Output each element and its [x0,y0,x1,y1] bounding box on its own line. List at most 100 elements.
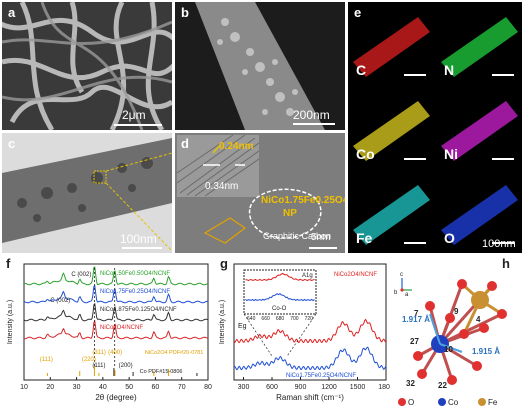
xrd-series-label: NiCo1.50Fe0.50O4/NCNF [100,271,170,277]
panel-a-scale-text: 2μm [122,108,146,122]
panel-a-label: a [8,5,16,20]
lattice-spacing-2: 0.34nm [205,181,239,192]
panel-b-scalebar [293,123,335,125]
legend-swatch [398,398,406,406]
panel-c-scale-text: 100nm [120,232,157,246]
xrd-peak-400: (400) [108,350,122,356]
eds-scalebar [404,74,426,76]
xrd-series-label: NiCo1.75Fe0.25O4/NCNF [100,289,170,295]
hrtem-image [175,133,345,253]
panel-g-label: g [220,256,228,271]
atom-index: 32 [406,379,415,388]
iron-atom [471,291,489,309]
oxygen-atom [487,281,497,291]
eds-element-label: O [444,230,455,246]
xrd-xtick-label: 60 [152,384,160,391]
raman-series-label: NiCo1.75Fe0.25O4/NCNF [286,373,356,379]
raman-eg-label: Eg [238,323,247,330]
legend-label: O [408,398,414,407]
eds-scalebar [492,242,514,244]
eds-map-fe: Fe [348,170,434,252]
eds-element-label: Co [356,146,375,162]
raman-inset-frame [243,269,317,315]
xrd-peak-c002: C (002) [71,272,91,278]
panel-e-eds-maps: e C N Co Ni Fe O 100nm [348,2,522,253]
panel-g-raman: g 300 600 900 1200 1500 1800 Raman shift (cm⁻¹… [216,256,390,410]
raman-xtick-label: 600 [266,384,278,391]
xrd-xtick-label: 70 [178,384,186,391]
oxygen-atom [479,323,489,333]
inset-a1g-label: A1g [302,273,313,279]
xrd-xtick-label: 80 [204,384,212,391]
eds-scalebar [492,158,514,160]
panel-d-hrtem: d 0.24nm 0.34nm NiCo1.75Fe0.25O4 NP Grap… [175,133,345,253]
raman-series-label: NiCo2O4/NCNF [334,272,377,278]
eds-map-n: N [436,2,522,84]
bond-length-2: 1.915 Å [472,347,500,356]
lattice-spacing-1: 0.24nm [219,141,254,152]
panel-c-scalebar [122,247,162,249]
atom-index: 7 [414,309,419,318]
panel-c-tem: c 100nm [2,133,172,253]
panel-b-scale-text: 200nm [293,108,330,122]
inset-coo-label: Co-O [272,306,287,312]
panel-a-sem: a 2μm [2,2,172,130]
xrd-peak-111: (111) [40,357,53,363]
xrd-peak-c002: C (002) [50,298,70,304]
oxygen-atom [417,369,427,379]
eds-map-ni: Ni [436,86,522,168]
legend-label: Co [448,398,459,407]
panel-d-scalebar [309,247,337,249]
xrd-ylabel: Intensity (a.u.) [7,300,14,344]
inset-series-line [245,272,315,282]
inset-series-line [245,292,315,302]
eds-map-c: C [348,2,434,84]
panel-h-structure: h 1.917 Å 1.915 Å 4 27 10 32 22 7 9 c b a O Co Fe [392,256,522,410]
panel-a-scalebar [114,124,162,126]
oxygen-atom [413,351,423,361]
inset-xtick-label: 660 [261,316,270,322]
eds-scalebar [404,158,426,160]
panel-b-sem: b 200nm [175,2,345,130]
panel-e-scale-text: 100nm [482,238,516,250]
eds-element-label: C [356,62,367,78]
panel-c-label: c [8,136,16,151]
eds-element-label: Ni [444,146,458,162]
xrd-peak-311: (311) [92,350,106,356]
eds-scalebar [404,242,426,244]
raman-ylabel: Intensity (a.u.) [219,300,226,344]
raman-chart: 300 600 900 1200 1500 1800 Raman shift (cm⁻¹) I… [219,263,390,402]
raman-xlabel: Raman shift (cm⁻¹) [276,393,344,402]
xrd-peak-220: (220) [82,357,96,363]
axis-c-label: c [400,272,403,278]
panel-b-label: b [181,5,189,20]
eds-element-label: N [444,62,455,78]
atom-index: 27 [410,337,419,346]
xrd-xtick-label: 10 [20,384,28,391]
raman-series-line [233,318,387,344]
raman-xtick-label: 300 [238,384,250,391]
inset-xtick-label: 640 [247,316,256,322]
xrd-xlabel: 2θ (degree) [95,393,137,402]
sem-fiber-zoom-image [175,2,345,130]
xrd-xtick-label: 30 [73,384,81,391]
axis-a [400,288,404,292]
bond-arrow [439,343,463,353]
xrd-peak-200: (200) [119,363,133,369]
tem-fiber-image [2,133,172,253]
graphitic-carbon-label: Graphitic Carbon [263,231,332,241]
atom-index: 22 [438,381,447,390]
panel-h-label: h [502,256,510,271]
xrd-series-line [23,319,209,340]
xrd-xtick-label: 20 [46,384,54,391]
xrd-frame [23,263,209,381]
xrd-xtick-label: 50 [125,384,133,391]
xrd-series-label: NiCo2O4/NCNF [100,325,143,331]
raman-xtick-label: 1800 [378,384,390,391]
xrd-ref1-label: NiCo2O4 PDF#20-0781 [145,350,203,356]
raman-xtick-label: 1200 [321,384,337,391]
axis-b-label: b [394,290,398,296]
atom-index: 9 [454,307,459,316]
eds-map-signal [353,101,430,161]
inset-connector [243,313,273,357]
